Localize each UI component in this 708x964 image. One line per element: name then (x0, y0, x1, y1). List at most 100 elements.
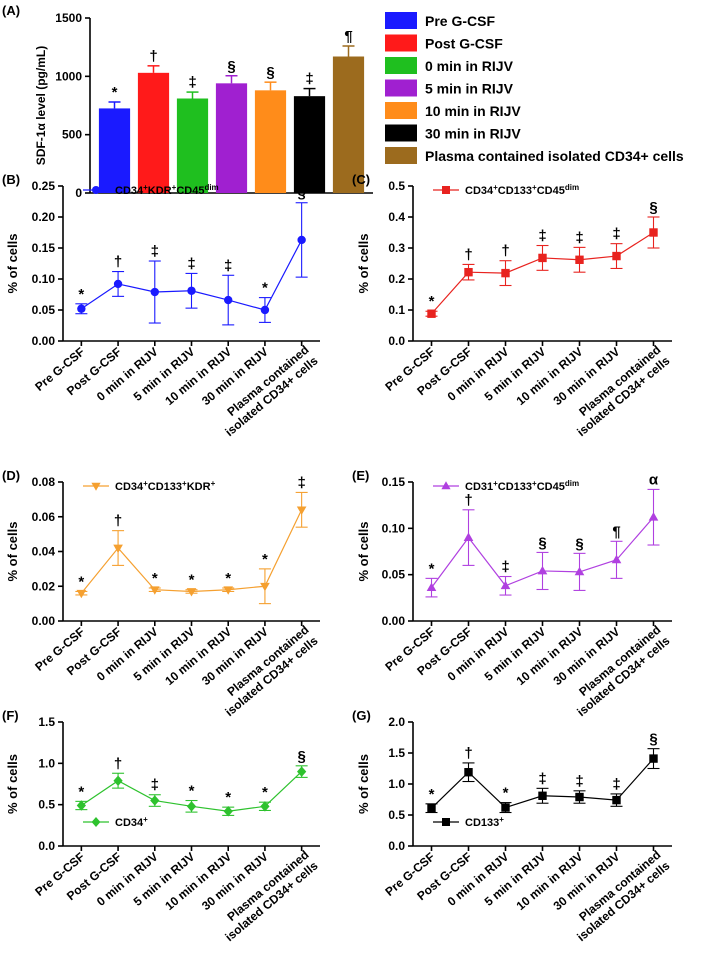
significance-mark: * (225, 789, 231, 806)
point (538, 253, 547, 263)
y-tick-label: 0.3 (388, 241, 405, 255)
panel-label: (F) (2, 708, 19, 723)
point (186, 801, 197, 812)
bar (137, 72, 170, 193)
point (575, 792, 584, 802)
significance-mark: ‡ (151, 243, 159, 260)
bar (332, 56, 365, 193)
significance-mark: α (649, 471, 659, 488)
y-tick-label: 0.0 (38, 839, 55, 853)
point (150, 287, 159, 297)
legend-superscript: + (499, 815, 504, 824)
point (149, 586, 160, 595)
legend-superscript: + (143, 183, 148, 192)
significance-mark: ‡ (612, 776, 620, 793)
legend-label: CD34+CD133+CD45dim (465, 183, 579, 198)
significance-mark: * (262, 280, 268, 297)
significance-mark: * (152, 570, 158, 587)
y-axis-label: % of cells (5, 234, 20, 294)
point (187, 286, 196, 295)
point (538, 791, 547, 800)
legend-superscript: + (493, 479, 498, 488)
point (612, 795, 621, 805)
legend-superscript: dim (204, 183, 218, 192)
significance-mark: ‡ (187, 255, 195, 272)
significance-mark: * (78, 573, 84, 590)
legend-text-part: CD34 (115, 185, 144, 197)
point (297, 766, 307, 777)
legend-label: Plasma contained isolated CD34+ cells (425, 148, 684, 164)
significance-mark: ¶ (612, 523, 620, 540)
point (649, 754, 658, 763)
legend-label: Post G-CSF (425, 36, 503, 52)
bar (176, 98, 209, 193)
legend-swatch (385, 79, 417, 97)
legend-superscript: + (493, 183, 498, 192)
y-tick-label: 0.0 (388, 334, 405, 348)
legend-text-part: CD34 (115, 481, 144, 493)
point (464, 768, 473, 777)
point (648, 512, 659, 521)
panel-label: (C) (352, 172, 370, 187)
significance-mark: † (114, 254, 122, 271)
significance-mark: * (429, 786, 435, 803)
point (113, 544, 123, 554)
significance-mark: § (227, 58, 235, 75)
legend-text-part: CD133 (465, 817, 499, 829)
y-tick-label: 0.02 (32, 579, 56, 593)
significance-mark: * (429, 293, 435, 310)
y-tick-label: 0.0 (388, 839, 405, 853)
y-tick-label: 1500 (55, 11, 82, 25)
y-tick-label: 0 (75, 186, 82, 200)
y-tick-label: 500 (62, 128, 82, 142)
legend-superscript: + (143, 479, 148, 488)
y-tick-label: 0.10 (32, 272, 56, 286)
significance-mark: * (189, 572, 195, 589)
point (501, 803, 510, 812)
y-tick-label: 0.2 (388, 272, 405, 286)
point (260, 801, 270, 812)
legend-text-part: KDR (148, 185, 172, 197)
panel-label: (G) (352, 708, 371, 723)
y-tick-label: 0.08 (32, 475, 56, 489)
significance-mark: † (149, 48, 157, 65)
significance-mark: † (501, 243, 509, 260)
legend-superscript: + (143, 815, 148, 824)
y-tick-label: 1.0 (38, 756, 55, 770)
significance-mark: † (114, 755, 122, 772)
point (575, 255, 584, 264)
y-axis-label: % of cells (5, 754, 20, 814)
y-tick-label: 0.15 (32, 241, 56, 255)
significance-mark: * (189, 783, 195, 800)
panel-label: (E) (352, 468, 369, 483)
significance-mark: * (78, 783, 84, 800)
point (77, 304, 86, 313)
significance-mark: ‡ (538, 770, 546, 787)
legend-superscript: dim (565, 479, 579, 488)
point (297, 235, 306, 245)
legend-swatch (385, 57, 417, 74)
bar (254, 90, 287, 193)
point (649, 228, 658, 237)
y-axis-label: % of cells (356, 234, 371, 294)
legend-swatch (385, 34, 417, 52)
significance-mark: † (464, 492, 472, 509)
y-tick-label: 0.5 (38, 798, 55, 812)
y-axis-label: % of cells (5, 522, 20, 582)
legend-superscript: + (182, 479, 187, 488)
y-tick-label: 0.4 (388, 210, 405, 224)
panel-label: (D) (2, 468, 20, 483)
significance-mark: ‡ (151, 777, 159, 794)
significance-mark: * (262, 551, 268, 568)
point (501, 268, 510, 278)
legend-swatch (385, 12, 417, 29)
y-tick-label: 0.15 (382, 475, 406, 489)
point (426, 582, 437, 591)
legend-text-part: CD45 (176, 185, 204, 197)
significance-mark: ‡ (297, 474, 305, 491)
bar (98, 108, 131, 193)
point (113, 279, 123, 289)
